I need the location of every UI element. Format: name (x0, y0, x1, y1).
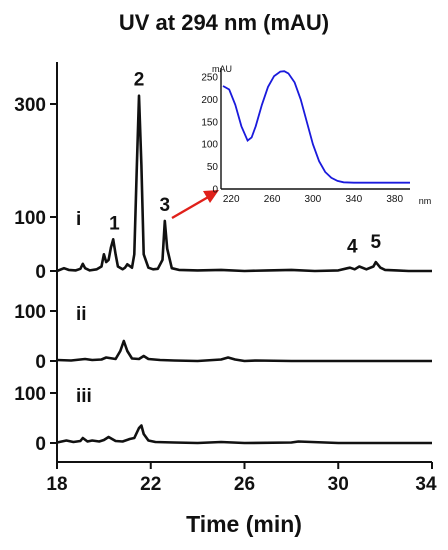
panel-i-y-axis: 300 100 0 (14, 95, 57, 283)
inset-x-tick-label-300: 300 (305, 194, 322, 205)
y-tick-label-i-300: 300 (14, 95, 46, 116)
inset-spectrum: 250 200 150 100 50 0 220 260 300 340 380… (201, 64, 431, 206)
peak-label-4: 4 (347, 237, 358, 258)
trace-label-ii: ii (76, 304, 87, 325)
chart-title: UV at 294 nm (mAU) (119, 10, 329, 35)
inset-y-tick-label-100: 100 (201, 140, 218, 151)
inset-arrow (171, 190, 219, 220)
inset-x-tick-label-220: 220 (223, 194, 240, 205)
inset-x-tick-label-380: 380 (386, 194, 403, 205)
y-tick-label-i-100: 100 (14, 208, 46, 229)
trace-label-i: i (76, 209, 81, 230)
peak-label-3: 3 (160, 195, 171, 216)
inset-spectrum-line (222, 70, 410, 184)
inset-y-tick-label-0: 0 (212, 185, 218, 196)
inset-y-tick-label-150: 150 (201, 117, 218, 128)
inset-y-ticks: 250 200 150 100 50 0 (201, 73, 218, 196)
panel-iii-y-axis: 100 0 (14, 384, 57, 455)
trace-iii-line (56, 424, 432, 445)
inset-y-tick-label-250: 250 (201, 73, 218, 84)
y-tick-label-ii-100: 100 (14, 302, 46, 323)
x-tick-label-34: 34 (415, 474, 437, 495)
x-tick-label-26: 26 (234, 474, 255, 495)
inset-y-tick-label-200: 200 (201, 95, 218, 106)
inset-y-tick-label-50: 50 (207, 162, 219, 173)
x-tick-label-30: 30 (328, 474, 349, 495)
main-x-ticks: 18 22 26 30 34 (46, 462, 437, 495)
inset-x-axis-unit: nm (419, 196, 432, 206)
inset-x-tick-label-340: 340 (345, 194, 362, 205)
panel-ii-y-axis: 100 0 (14, 302, 57, 373)
x-tick-label-22: 22 (140, 474, 161, 495)
inset-x-ticks: 220 260 300 340 380 (223, 194, 404, 205)
inset-x-tick-label-260: 260 (264, 194, 281, 205)
trace-label-iii: iii (76, 386, 92, 407)
trace-i-line (56, 94, 432, 273)
y-tick-label-iii-100: 100 (14, 384, 46, 405)
peak-label-2: 2 (134, 70, 145, 91)
x-tick-label-18: 18 (46, 474, 67, 495)
y-tick-label-iii-0: 0 (35, 434, 46, 455)
trace-ii-line (56, 339, 432, 363)
peak-label-5: 5 (371, 232, 382, 253)
x-axis-label: Time (min) (186, 511, 302, 537)
y-tick-label-i-0: 0 (35, 262, 46, 283)
inset-y-axis-label: mAU (212, 64, 232, 74)
peak-label-1: 1 (109, 213, 120, 234)
y-tick-label-ii-0: 0 (35, 352, 46, 373)
